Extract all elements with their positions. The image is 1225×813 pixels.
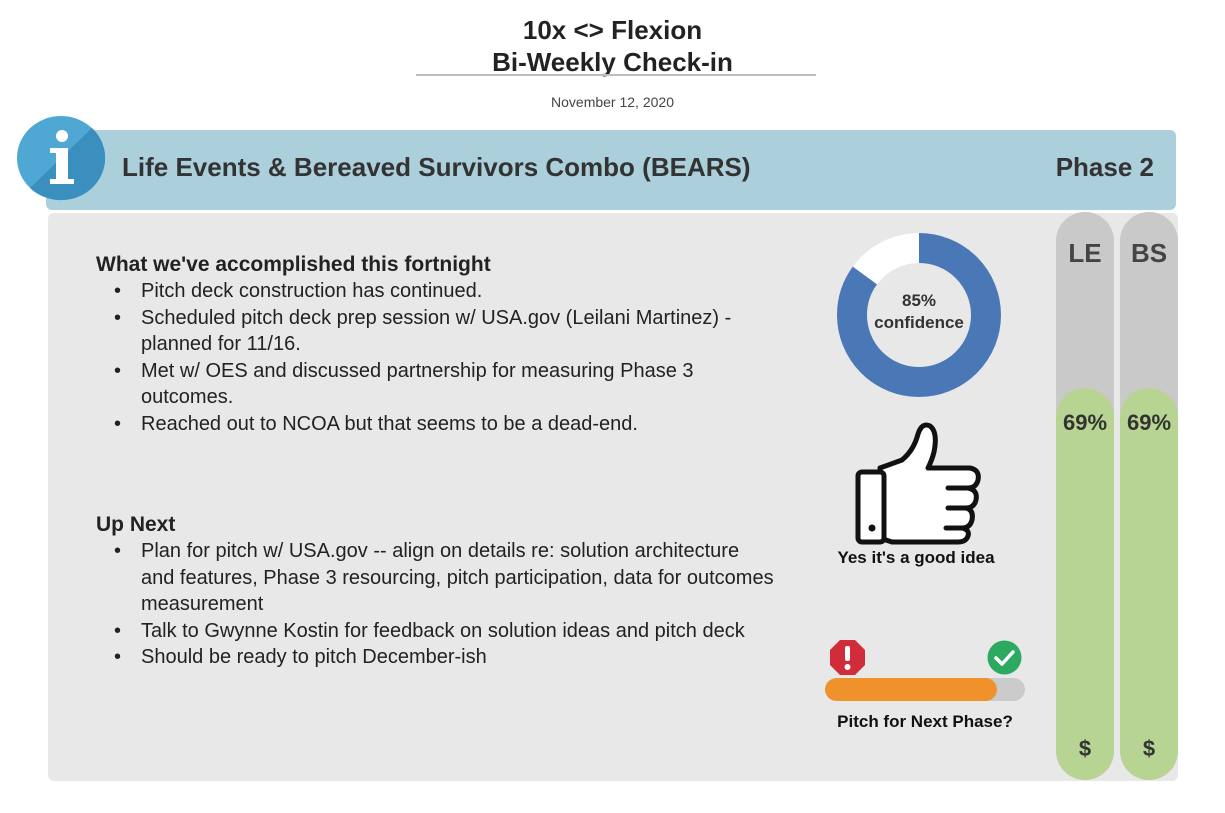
accomplished-list: Pitch deck construction has continued. S… [96, 278, 776, 437]
pitch-progress-fill [825, 678, 997, 701]
confidence-text: confidence [874, 313, 964, 332]
project-banner: Life Events & Bereaved Survivors Combo (… [46, 130, 1176, 210]
le-meter-fill [1056, 388, 1114, 780]
le-meter-dollar: $ [1078, 736, 1092, 761]
accomplished-heading: What we've accomplished this fortnight [96, 253, 491, 276]
thumbs-up-icon [855, 422, 981, 545]
pitch-caption: Pitch for Next Phase? [837, 712, 1013, 731]
bs-meter-percent: 69% [1126, 410, 1172, 436]
list-item: Talk to Gwynne Kostin for feedback on so… [96, 618, 776, 645]
pitch-progress-bar [825, 678, 1025, 701]
info-icon [17, 116, 106, 201]
page-title-line-2: Bi-Weekly Check-in [492, 47, 733, 77]
up-next-heading: Up Next [96, 513, 176, 536]
up-next-list: Plan for pitch w/ USA.gov -- align on de… [96, 538, 776, 671]
list-item: Pitch deck construction has continued. [96, 278, 776, 305]
title-divider [416, 74, 816, 76]
project-phase: Phase 2 [1055, 152, 1154, 182]
alert-icon [830, 640, 865, 675]
list-item: Reached out to NCOA but that seems to be… [96, 411, 776, 438]
project-title: Life Events & Bereaved Survivors Combo (… [122, 152, 751, 182]
list-item: Should be ready to pitch December-ish [96, 644, 776, 671]
bs-meter-label: BS [1130, 238, 1168, 268]
page-header: 10x <> Flexion Bi-Weekly Check-in [0, 14, 1225, 78]
bs-meter: BS 69% $ [1120, 212, 1178, 780]
le-meter-label: LE [1068, 238, 1102, 268]
check-icon [987, 640, 1022, 675]
accomplished-section: What we've accomplished this fortnight P… [96, 252, 776, 437]
idea-caption: Yes it's a good idea [837, 548, 995, 567]
bs-meter-dollar: $ [1142, 736, 1156, 761]
confidence-donut [837, 233, 1001, 397]
confidence-label: 85% confidence [836, 290, 1002, 334]
page-title-line-1: 10x <> Flexion [522, 15, 703, 45]
bs-meter-fill [1120, 388, 1178, 780]
le-meter: LE 69% $ [1056, 212, 1114, 780]
confidence-percent: 85% [901, 291, 937, 310]
list-item: Plan for pitch w/ USA.gov -- align on de… [96, 538, 776, 618]
list-item: Scheduled pitch deck prep session w/ USA… [96, 305, 776, 358]
report-date: November 12, 2020 [551, 94, 674, 110]
list-item: Met w/ OES and discussed partnership for… [96, 358, 776, 411]
le-meter-percent: 69% [1062, 410, 1108, 436]
donut-arc [837, 233, 1001, 397]
up-next-section: Up Next Plan for pitch w/ USA.gov -- ali… [96, 512, 776, 671]
